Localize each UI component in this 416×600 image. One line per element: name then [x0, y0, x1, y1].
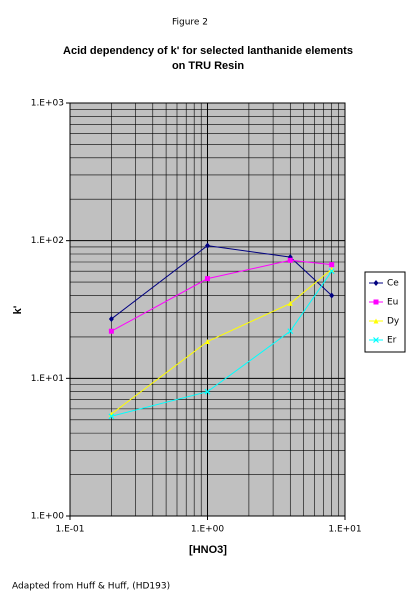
data-point	[108, 413, 115, 420]
caption: Adapted from Huff & Huff, (HD193)	[12, 582, 170, 592]
y-tick-label: 1.E+03	[31, 99, 64, 109]
legend-label: Er	[387, 336, 397, 346]
figure-label: Figure 2	[172, 18, 208, 28]
legend-label: Eu	[387, 298, 398, 308]
y-axis-label: k'	[12, 305, 24, 314]
data-point	[329, 292, 335, 299]
y-tick-label: 1.E+01	[31, 374, 64, 384]
x-tick-label: 1.E+00	[191, 525, 225, 535]
chart-title: Acid dependency of k' for selected lanth…	[63, 45, 353, 57]
data-point	[205, 242, 210, 249]
data-point	[328, 268, 335, 275]
legend-label: Ce	[387, 279, 399, 289]
data-point	[108, 315, 114, 322]
data-point	[329, 262, 335, 268]
legend-marker	[373, 299, 379, 305]
data-point	[287, 328, 294, 335]
data-point	[108, 328, 114, 334]
legend-marker	[373, 280, 379, 286]
data-point	[287, 257, 293, 263]
plot-border	[69, 102, 346, 517]
legend-marker	[373, 318, 379, 324]
legend	[364, 271, 406, 353]
y-tick-label: 1.E+00	[31, 512, 65, 522]
series-line	[111, 270, 333, 417]
x-tick-label: 1.E+01	[328, 525, 361, 535]
y-tick-label: 1.E+02	[31, 236, 64, 246]
series-line	[111, 259, 332, 332]
data-point	[205, 276, 210, 282]
data-point	[205, 339, 210, 345]
x-axis-label: [HNO3]	[189, 544, 227, 556]
data-point	[287, 300, 293, 306]
series-line	[111, 245, 333, 320]
chart-title: on TRU Resin	[172, 60, 244, 72]
legend-label: Dy	[387, 317, 400, 327]
x-tick-label: 1.E-01	[56, 525, 85, 535]
series-line	[111, 268, 332, 415]
legend-marker	[373, 337, 379, 343]
data-point	[204, 388, 211, 395]
